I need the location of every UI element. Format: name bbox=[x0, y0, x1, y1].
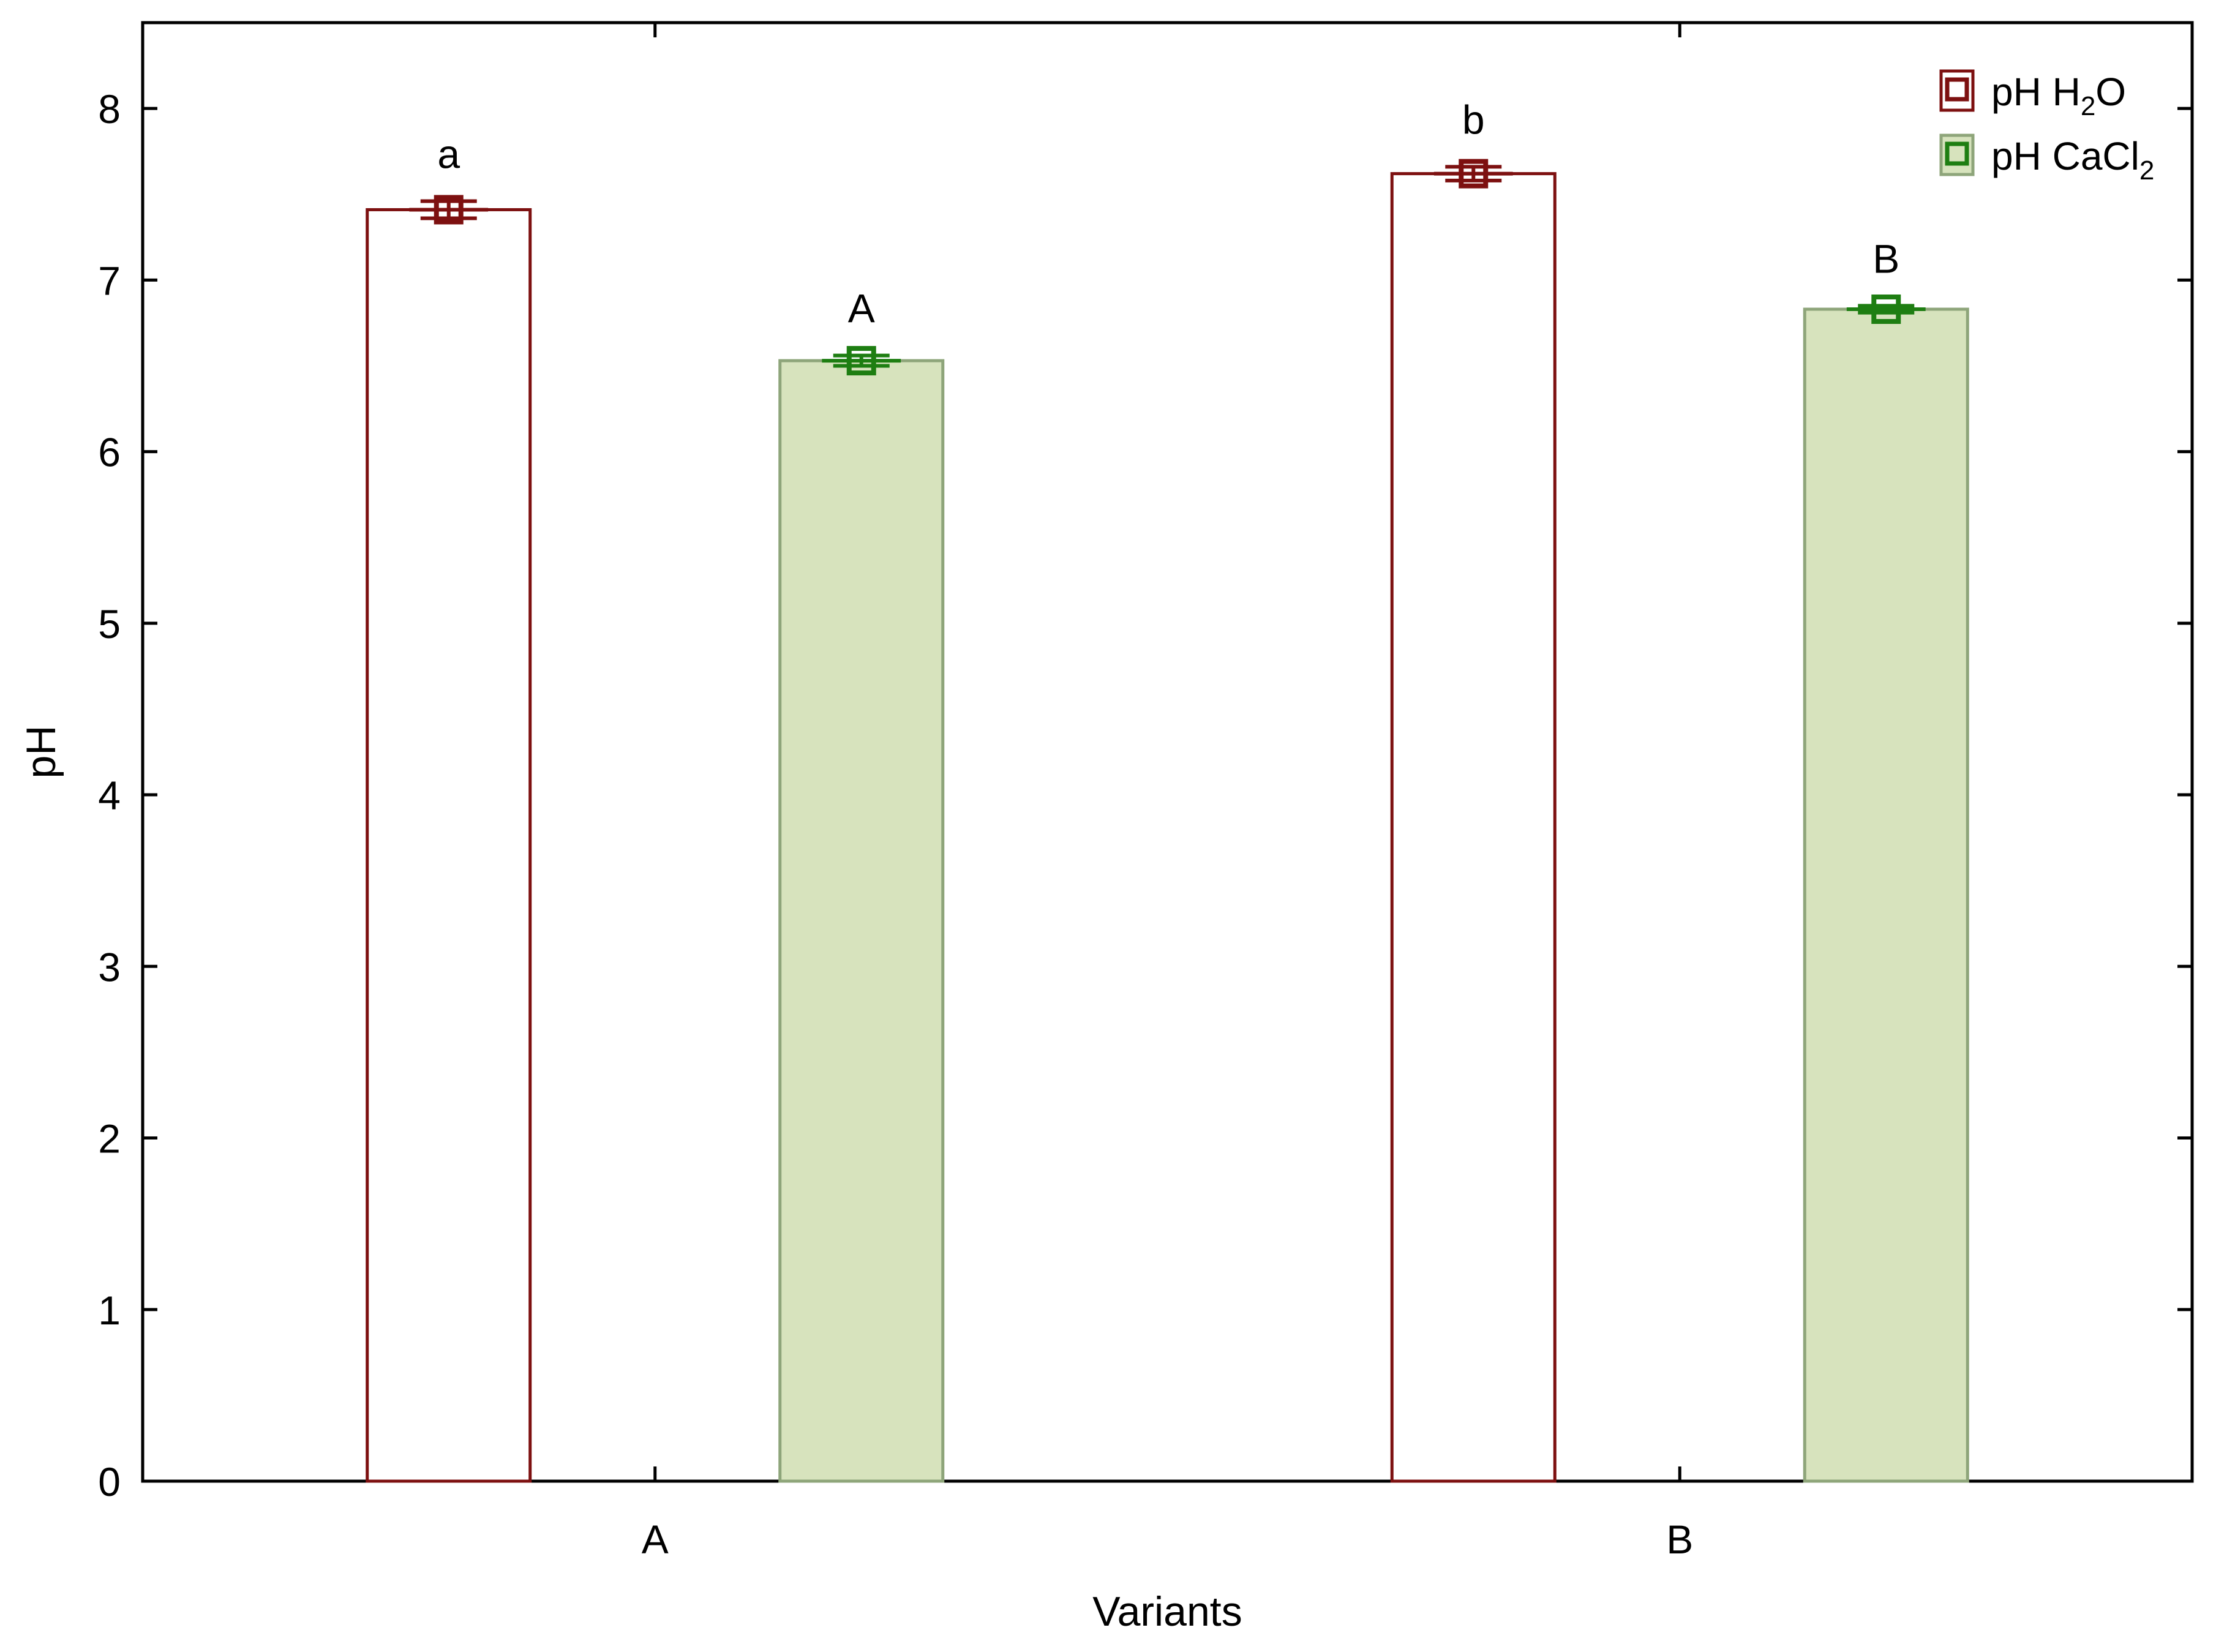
bar bbox=[778, 359, 945, 1483]
mean-marker bbox=[846, 346, 876, 376]
y-tick-label: 1 bbox=[98, 1288, 121, 1333]
significance-label: a bbox=[437, 131, 460, 176]
legend-item: pH H2O bbox=[1939, 69, 2126, 121]
mean-marker bbox=[1871, 294, 1901, 324]
x-tick-label: B bbox=[1666, 1517, 1693, 1562]
legend-marker bbox=[1945, 77, 1969, 102]
significance-label: A bbox=[848, 286, 875, 331]
legend-item: pH CaCl2 bbox=[1939, 133, 2154, 186]
legend: pH H2O pH CaCl2 bbox=[1939, 69, 2154, 186]
bar bbox=[366, 208, 532, 1483]
legend-label: pH H2O bbox=[1991, 70, 2126, 121]
y-tick-label: 4 bbox=[98, 773, 121, 818]
error-bars bbox=[409, 159, 1926, 376]
legend-label: pH CaCl2 bbox=[1991, 134, 2154, 186]
x-tick-label: A bbox=[642, 1517, 669, 1562]
y-tick-label: 3 bbox=[98, 944, 121, 989]
y-tick-label: 7 bbox=[98, 258, 121, 303]
significance-label: B bbox=[1873, 236, 1899, 281]
y-tick-label: 2 bbox=[98, 1116, 121, 1162]
significance-labels: a b A B bbox=[437, 97, 1899, 331]
x-axis-title: Variants bbox=[1092, 1588, 1242, 1635]
y-axis-title: pH bbox=[18, 726, 64, 779]
plot-frame bbox=[141, 21, 2194, 1483]
mean-marker bbox=[1459, 159, 1489, 189]
bars bbox=[366, 172, 1969, 1483]
y-tick-label: 0 bbox=[98, 1459, 121, 1504]
legend-marker bbox=[1945, 141, 1969, 166]
y-axis: 0 1 2 3 4 5 6 7 8 bbox=[98, 86, 2192, 1504]
y-tick-label: 6 bbox=[98, 430, 121, 475]
y-tick-label: 8 bbox=[98, 86, 121, 132]
bar bbox=[1390, 172, 1557, 1483]
significance-label: b bbox=[1462, 97, 1485, 142]
bar bbox=[1803, 307, 1969, 1483]
y-tick-label: 5 bbox=[98, 601, 121, 647]
mean-marker bbox=[434, 195, 464, 225]
